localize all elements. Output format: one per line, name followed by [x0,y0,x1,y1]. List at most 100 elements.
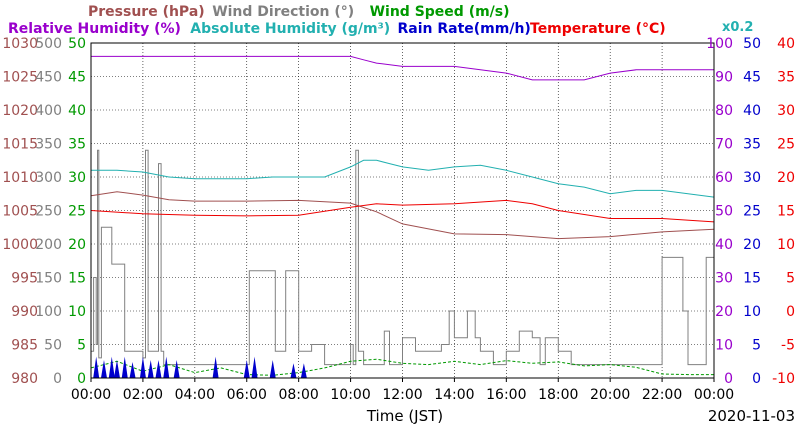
axis-tick-label: 70 [715,137,733,153]
axis-tick-label: 40 [777,36,795,52]
axis-tick-label: 1030 [2,36,38,52]
axis-tick-label: 10 [68,304,86,320]
axis-tick-label: 15 [743,271,761,287]
rain-rate-bar [163,356,170,378]
x-tick-label: 16:00 [486,387,526,403]
axis-tick-label: 20 [68,237,86,253]
legend-item-2: Wind Speed (m/s) [370,4,510,20]
axis-tick-label: 150 [35,271,62,287]
rain-rate-bar [212,356,219,378]
axis-tick-label: 35 [743,137,761,153]
legend-item-3: Relative Humidity (%) [8,21,181,37]
axis-tick-label: 30 [68,170,86,186]
series-line-5 [90,199,715,223]
axis-tick-label: 40 [715,237,733,253]
axis-tick-label: 0 [724,371,733,387]
x-tick-label: 08:00 [278,387,318,403]
legend: Pressure (hPa) Wind Direction (°) Wind Spe… [8,4,666,37]
axis-tick-label: 35 [68,137,86,153]
axis-tick-label: 450 [35,70,62,86]
axis-tick-label: 15 [777,204,795,220]
axis-tick-label: 400 [35,103,62,119]
axis-tick-label: 10 [743,304,761,320]
axis-tick-label: 30 [777,103,795,119]
rain-rate-bar [155,359,162,378]
x-tick-label: 12:00 [382,387,422,403]
axis-tick-label: 1010 [2,170,38,186]
axis-tick-label: 5 [786,271,795,287]
x-tick-label: 20:00 [590,387,630,403]
axis-tick-label: 100 [35,304,62,320]
rain-rate-bar [113,359,120,378]
rain-rate-bar [129,361,136,378]
axis-tick-label: 80 [715,103,733,119]
axis-tick-label: 1000 [2,237,38,253]
rain-rate-bar [173,359,180,378]
axis-tick-label: 50 [68,36,86,52]
x-tick-label: 14:00 [434,387,474,403]
axis-tick-label: 250 [35,204,62,220]
rain-rate-bar [108,356,115,378]
x-tick-label: 06:00 [227,387,267,403]
x-tick-label: 02:00 [123,387,163,403]
axis-tick-label: 50 [715,204,733,220]
axis-tick-label: 1005 [2,204,38,220]
axis-tick-label: 45 [743,70,761,86]
date-label: 2020-11-03 [708,407,795,425]
x-axis-label: Time (JST) [366,407,443,425]
axis-tick-label: 5 [77,338,86,354]
axis-tick-label: 985 [11,338,38,354]
axis-tick-label: 10 [715,338,733,354]
axis-tick-label: 0 [786,304,795,320]
axis-tick-label: 990 [11,304,38,320]
rain-rate-bar [290,363,297,378]
axis-tick-label: 0 [77,371,86,387]
series-line-0 [90,191,715,240]
axis-tick-label: 15 [68,271,86,287]
axis-tick-label: 5 [752,338,761,354]
x-tick-label: 18:00 [538,387,578,403]
series-line-4 [91,159,715,198]
axis-tick-label: -10 [772,371,795,387]
axis-tick-label: 1015 [2,137,38,153]
axis-tick-label: 30 [715,271,733,287]
axis-tick-label: 10 [777,237,795,253]
axis-tick-label: 1020 [2,103,38,119]
axis-tick-label: 35 [777,70,795,86]
rain-rate-bar [93,356,100,378]
rain-rate-bar [147,359,154,378]
axis-tick-label: 40 [743,103,761,119]
multiplier-label: x0.2 [722,20,753,35]
axis-tick-label: 25 [68,204,86,220]
rain-rate-bar [243,359,250,378]
axis-tick-label: 20 [743,237,761,253]
axis-tick-label: 20 [715,304,733,320]
axis-tick-label: 40 [68,103,86,119]
x-tick-label: 00:00 [71,387,111,403]
axis-tick-label: 0 [53,371,62,387]
rain-rate-bar [100,359,107,378]
axis-tick-label: 30 [743,170,761,186]
series-line-1 [91,149,714,366]
axis-tick-label: 90 [715,70,733,86]
axis-tick-label: -5 [781,338,795,354]
grid [91,43,714,378]
rain-rate-bar [300,363,307,378]
legend-item-0: Pressure (hPa) [88,4,205,20]
x-tick-label: 00:00 [694,387,734,403]
rain-rate-bar [251,356,258,378]
legend-item-1: Wind Direction (°) [212,4,354,20]
axis-tick-label: 995 [11,271,38,287]
legend-item-4: Absolute Humidity (g/m³) [190,21,390,37]
rain-rate-bar [269,359,276,378]
axis-tick-label: 1025 [2,70,38,86]
series-layer [90,55,715,378]
axis-tick-label: 60 [715,170,733,186]
axis-tick-label: 100 [706,36,733,52]
legend-item-5: Rain Rate(mm/h) [398,21,531,37]
axis-tick-label: 0 [752,371,761,387]
axis-tick-label: 25 [777,137,795,153]
x-tick-label: 10:00 [330,387,370,403]
